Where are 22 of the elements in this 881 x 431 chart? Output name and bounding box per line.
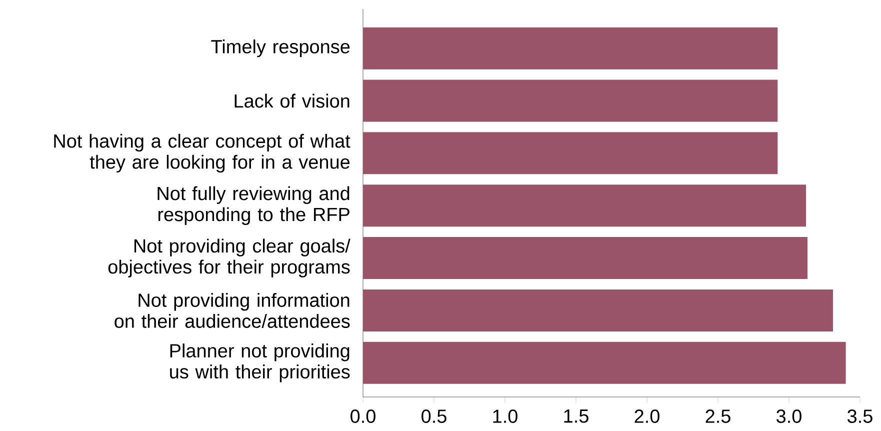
y-tick-label: Lack of vision bbox=[234, 94, 350, 108]
x-tick-label: 2.5 bbox=[706, 410, 730, 423]
x-tick-label: 3.5 bbox=[848, 410, 872, 423]
x-tick-label: 1.0 bbox=[493, 410, 518, 423]
bar bbox=[363, 132, 778, 174]
x-tick-label: 1.5 bbox=[564, 410, 588, 423]
y-tick-label: Not fully reviewing and responding to the RFP bbox=[158, 186, 350, 225]
x-tick-label: 3.0 bbox=[776, 410, 802, 423]
bar bbox=[363, 342, 846, 384]
bar bbox=[363, 184, 806, 227]
y-tick-label: Planner not providing us with their priorities bbox=[170, 344, 350, 382]
x-tick-label: 2.0 bbox=[634, 410, 660, 423]
bar bbox=[363, 237, 808, 280]
bar bbox=[363, 289, 834, 332]
y-tick-label: Not having a clear concept of what they are looking for in a venue bbox=[54, 134, 350, 173]
bar bbox=[363, 80, 778, 122]
x-tick-label: 0.0 bbox=[350, 410, 376, 423]
bar bbox=[363, 27, 778, 70]
y-tick-label: Timely response bbox=[211, 39, 350, 58]
x-tick-label: 0.5 bbox=[422, 410, 446, 423]
y-tick-label: Not providing clear goals/ objectives for their programs bbox=[108, 238, 350, 278]
y-tick-label: Not providing information on their audience/attendees bbox=[114, 293, 350, 328]
